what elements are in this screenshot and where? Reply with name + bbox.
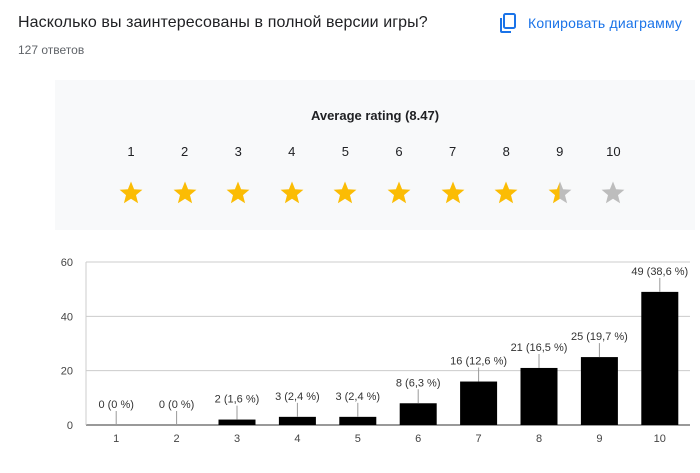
star-icon: [441, 181, 464, 204]
bar: [339, 416, 377, 425]
data-label: 0 (0 %): [98, 399, 133, 411]
x-tick-label: 9: [596, 433, 602, 445]
rating-label-1: 1: [127, 144, 135, 159]
bar: [218, 419, 256, 425]
data-label: 21 (16,5 %): [511, 342, 568, 354]
star-icon: [280, 181, 304, 204]
rating-label-9: 9: [556, 144, 564, 159]
x-tick-label: 10: [654, 433, 666, 445]
data-label: 8 (6,3 %): [396, 377, 441, 389]
star-icon: [601, 181, 625, 204]
data-label: 3 (2,4 %): [275, 391, 320, 403]
x-tick-label: 2: [174, 433, 180, 445]
data-label: 2 (1,6 %): [215, 394, 260, 406]
bar: [580, 357, 618, 425]
x-tick-label: 3: [234, 433, 240, 445]
copy-chart-button[interactable]: Копировать диаграмму: [498, 10, 682, 36]
question-title: Насколько вы заинтересованы в полной вер…: [18, 14, 428, 31]
rating-label-3: 3: [234, 144, 242, 159]
star-icon: [387, 181, 411, 204]
bar: [641, 291, 679, 425]
bar: [460, 381, 498, 425]
x-tick-label: 1: [113, 433, 119, 445]
star-icon: [548, 181, 572, 204]
rating-label-5: 5: [341, 144, 349, 159]
star-icon: [494, 181, 518, 204]
bar: [399, 403, 437, 425]
rating-bar-chart: 0 20 40 60 0 (0 %) 1 0 (0 %) 2 2 (1,6 %) 3 3 (2,4 …: [61, 257, 690, 445]
rating-label-4: 4: [288, 144, 296, 159]
y-tick-label: 60: [61, 257, 73, 269]
star-icon: [226, 181, 250, 204]
y-tick-label: 0: [67, 420, 73, 432]
average-rating-title: Average rating (8.47): [310, 108, 440, 123]
x-tick-label: 7: [476, 433, 482, 445]
star-icon: [333, 181, 357, 204]
data-label: 16 (12,6 %): [450, 356, 507, 368]
data-label: 49 (38,6 %): [631, 266, 688, 278]
rating-label-10: 10: [606, 144, 621, 159]
data-label: 3 (2,4 %): [335, 391, 380, 403]
rating-label-8: 8: [502, 144, 510, 159]
bar: [520, 367, 558, 425]
rating-label-7: 7: [448, 144, 457, 159]
bar: [278, 416, 316, 425]
rating-label-2: 2: [180, 144, 189, 159]
star-icon: [173, 181, 196, 204]
data-label: 0 (0 %): [159, 399, 194, 411]
data-label: 25 (19,7 %): [571, 331, 628, 343]
copy-chart-label: Копировать диаграмму: [528, 15, 683, 31]
rating-summary-panel: Average rating (8.47) 1 2 3 4 5 6 7 8 9 10: [55, 80, 695, 230]
answers-count: 127 ответов: [18, 43, 85, 57]
y-tick-label: 20: [61, 366, 73, 378]
star-icon: [119, 181, 143, 204]
y-tick-label: 40: [61, 311, 73, 323]
x-tick-label: 6: [415, 433, 421, 445]
rating-label-6: 6: [395, 144, 403, 159]
x-tick-label: 8: [536, 433, 542, 445]
x-tick-label: 4: [294, 433, 300, 445]
copy-icon: [498, 12, 518, 34]
x-tick-label: 5: [355, 433, 361, 445]
